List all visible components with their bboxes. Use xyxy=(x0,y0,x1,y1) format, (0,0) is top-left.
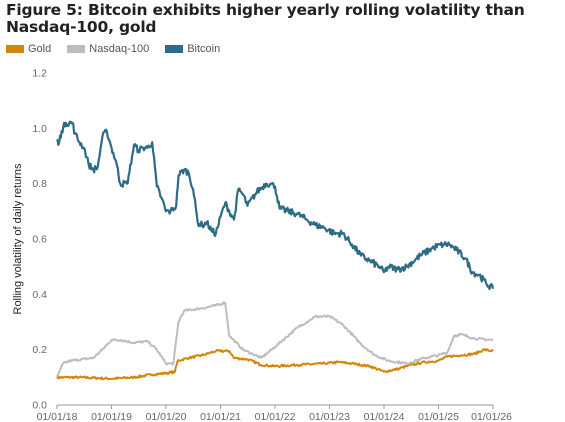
x-tick-label: 01/01/21 xyxy=(200,411,241,422)
x-tick-label: 01/01/24 xyxy=(364,411,405,422)
x-tick-label: 01/01/19 xyxy=(91,411,132,422)
legend-swatch-nasdaq xyxy=(67,45,86,53)
x-tick-label: 01/01/22 xyxy=(255,411,296,422)
legend-item-nasdaq: Nasdaq-100 xyxy=(67,43,149,55)
series-line-nasdaq xyxy=(56,301,494,378)
legend-swatch-bitcoin xyxy=(165,45,184,53)
y-axis-ticks: 0.0 0.2 0.4 0.6 0.8 1.0 1.2 xyxy=(32,68,47,412)
chart-legend: Gold Nasdaq-100 Bitcoin xyxy=(6,42,236,56)
x-axis-ticks: 01/01/18 01/01/19 01/01/20 01/01/21 01/01/22… xyxy=(37,405,512,422)
series-line-gold xyxy=(56,348,494,381)
series-line-bitcoin xyxy=(56,120,495,291)
legend-label-gold: Gold xyxy=(28,43,52,55)
x-tick-label: 01/01/26 xyxy=(471,411,512,422)
legend-label-bitcoin: Bitcoin xyxy=(187,43,221,55)
y-tick-label: 0.0 xyxy=(32,400,47,412)
y-tick-label: 0.6 xyxy=(32,234,47,246)
y-tick-label: 1.0 xyxy=(32,123,47,135)
x-tick-label: 01/01/25 xyxy=(418,411,459,422)
y-tick-label: 0.2 xyxy=(32,344,47,356)
x-tick-label: 01/01/18 xyxy=(37,411,78,422)
y-axis-title: Rolling volatility of daily returns xyxy=(12,163,24,315)
chart-title: Figure 5: Bitcoin exhibits higher yearly… xyxy=(6,1,525,36)
legend-item-bitcoin: Bitcoin xyxy=(165,43,220,55)
series-layer xyxy=(56,120,495,381)
y-tick-label: 0.8 xyxy=(32,178,47,190)
legend-swatch-gold xyxy=(6,45,24,53)
y-tick-label: 1.2 xyxy=(32,68,47,80)
legend-item-gold: Gold xyxy=(6,43,51,55)
x-tick-label: 01/01/23 xyxy=(309,411,350,422)
y-tick-label: 0.4 xyxy=(32,289,47,301)
legend-label-nasdaq: Nasdaq-100 xyxy=(89,43,150,55)
x-tick-label: 01/01/20 xyxy=(146,411,187,422)
